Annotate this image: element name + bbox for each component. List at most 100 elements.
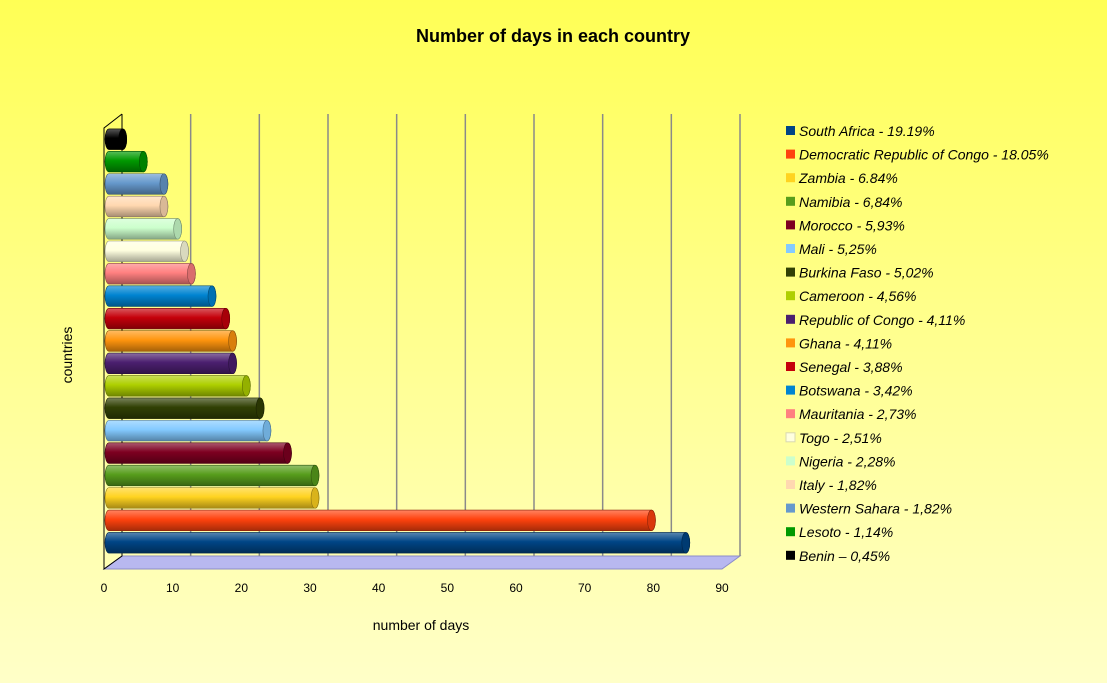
- bar-body: [104, 330, 237, 352]
- legend-label: Burkina Faso - 5,02%: [799, 265, 934, 281]
- x-axis-title: number of days: [373, 617, 470, 633]
- bar-body: [104, 487, 320, 509]
- bar-cap: [139, 151, 148, 173]
- bar-cap: [187, 263, 196, 285]
- bar: [104, 128, 128, 150]
- x-axis-ticks: 0 10 20 30 40 50 60 70 80 90: [101, 581, 729, 595]
- legend-swatch: [786, 196, 795, 206]
- legend-label: Western Sahara - 1,82%: [799, 501, 952, 517]
- bar: [104, 397, 265, 419]
- bar-body: [104, 375, 251, 397]
- bar-cap: [255, 397, 265, 419]
- x-tick-label: 10: [166, 581, 180, 595]
- bar-cap: [228, 352, 237, 375]
- legend-item: Lesoto - 1,14%: [786, 524, 893, 540]
- legend-swatch: [786, 314, 795, 324]
- legend-label: Zambia - 6.84%: [798, 170, 898, 186]
- bar: [104, 240, 189, 262]
- legend-label: Mauritania - 2,73%: [799, 406, 917, 422]
- bar-body: [104, 442, 292, 464]
- legend-item: Italy - 1,82%: [786, 477, 877, 493]
- x-tick-label: 40: [372, 581, 386, 595]
- legend-item: Namibia - 6,84%: [786, 194, 903, 210]
- bar-cap: [173, 218, 182, 240]
- bar: [104, 532, 691, 554]
- bar-body: [104, 420, 272, 442]
- bar-cap: [207, 285, 217, 307]
- bar: [104, 263, 196, 285]
- legend-swatch: [786, 173, 795, 183]
- legend-swatch: [786, 385, 795, 395]
- legend-item: South Africa - 19.19%: [786, 123, 935, 139]
- x-tick-label: 20: [235, 581, 249, 595]
- legend-label: Benin – 0,45%: [799, 548, 890, 564]
- legend-swatch: [786, 220, 795, 230]
- legend-label: Republic of Congo - 4,11%: [799, 312, 965, 328]
- legend-label: Lesoto - 1,14%: [799, 524, 893, 540]
- bar-cap: [221, 307, 231, 330]
- bar-cap: [310, 464, 320, 487]
- bar: [104, 375, 251, 397]
- bar: [104, 352, 237, 375]
- legend-swatch: [786, 291, 795, 301]
- bar-cap: [242, 375, 251, 397]
- bar-cap: [118, 128, 128, 150]
- x-tick-label: 60: [509, 581, 523, 595]
- x-tick-label: 30: [303, 581, 317, 595]
- legend-item: Cameroon - 4,56%: [786, 288, 917, 304]
- legend-swatch: [786, 503, 795, 513]
- legend-item: Ghana - 4,11%: [786, 335, 892, 351]
- legend-item: Nigeria - 2,28%: [786, 453, 896, 469]
- legend-label: Botswana - 3,42%: [799, 383, 913, 399]
- bar: [104, 285, 217, 307]
- bar-cap: [310, 487, 320, 509]
- bar-cap: [681, 532, 691, 554]
- legend-item: Senegal - 3,88%: [786, 359, 903, 375]
- legend-label: Namibia - 6,84%: [799, 194, 903, 210]
- plot-floor: [102, 555, 742, 570]
- legend-swatch: [786, 480, 795, 489]
- legend-swatch: [786, 409, 795, 419]
- x-tick-label: 70: [578, 581, 592, 595]
- bar-cap: [262, 420, 272, 442]
- bar: [104, 307, 231, 330]
- bar-body: [104, 509, 656, 531]
- grid-lines: [189, 114, 741, 556]
- legend-item: Democratic Republic of Congo - 18.05%: [786, 147, 1049, 163]
- legend-swatch: [786, 362, 795, 371]
- bar-cap: [159, 195, 169, 218]
- legend-item: Republic of Congo - 4,11%: [786, 312, 965, 328]
- legend-item: Togo - 2,51%: [785, 430, 882, 446]
- legend-label: Togo - 2,51%: [799, 430, 882, 446]
- bars: [104, 128, 691, 554]
- legend-swatch: [786, 267, 795, 277]
- legend-swatch: [786, 550, 795, 560]
- legend-label: Democratic Republic of Congo - 18.05%: [799, 147, 1049, 163]
- legend-swatch: [786, 456, 795, 466]
- legend-label: Italy - 1,82%: [799, 477, 877, 493]
- bar-cap: [228, 330, 237, 352]
- legend-label: Mali - 5,25%: [799, 241, 877, 257]
- plot-area: 0 10 20 30 40 50 60 70 80 90: [101, 113, 742, 595]
- legend-item: Mali - 5,25%: [786, 241, 877, 257]
- bar-cap: [180, 240, 189, 262]
- legend-label: Morocco - 5,93%: [799, 217, 905, 233]
- bar-body: [104, 352, 237, 375]
- bar-body: [104, 173, 169, 195]
- bar-cap: [283, 442, 292, 464]
- legend: South Africa - 19.19% Democratic Republic…: [785, 123, 1049, 564]
- legend-item: Burkina Faso - 5,02%: [786, 265, 934, 281]
- legend-label: Senegal - 3,88%: [799, 359, 903, 375]
- bar: [104, 151, 148, 173]
- bar-body: [104, 285, 217, 307]
- legend-item: Benin – 0,45%: [786, 548, 890, 564]
- bar: [104, 420, 272, 442]
- x-tick-label: 90: [715, 581, 729, 595]
- chart-title: Number of days in each country: [416, 26, 690, 46]
- bar-body: [104, 195, 169, 218]
- bar: [104, 464, 320, 487]
- x-tick-label: 50: [441, 581, 455, 595]
- bar-body: [104, 218, 182, 240]
- legend-swatch: [786, 149, 795, 159]
